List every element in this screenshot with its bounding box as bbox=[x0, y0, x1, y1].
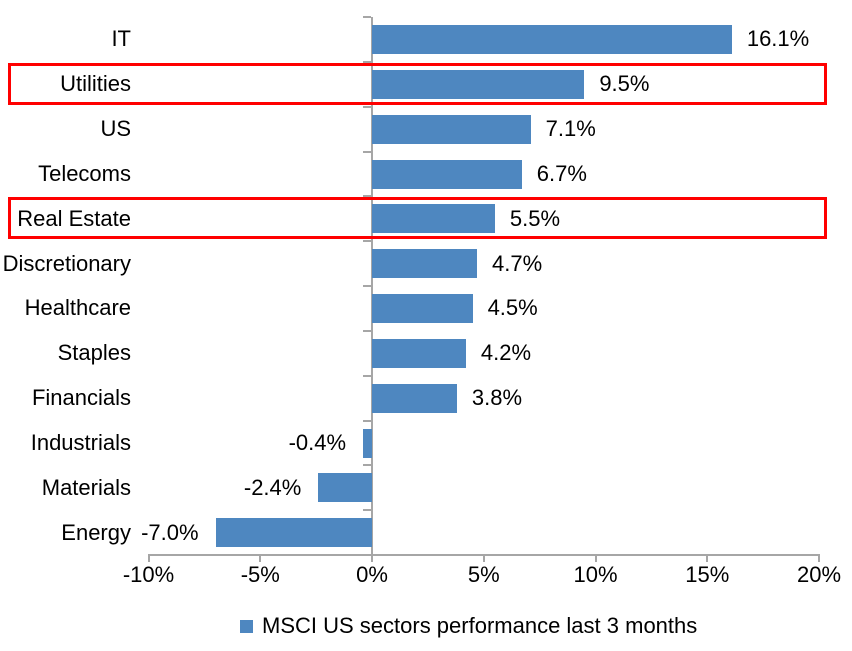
bar bbox=[372, 69, 585, 99]
highlight-box-utilities bbox=[8, 62, 827, 105]
bar bbox=[372, 383, 457, 413]
x-tick-label: 5% bbox=[467, 562, 500, 587]
category-label: Real Estate bbox=[17, 205, 131, 231]
legend-label: MSCI US sectors performance last 3 month… bbox=[262, 613, 698, 638]
category-label: Utilities bbox=[60, 71, 131, 97]
x-tick-label: -5% bbox=[240, 562, 280, 587]
category-axis-tick bbox=[363, 16, 371, 18]
bar bbox=[372, 159, 522, 189]
value-axis-tick bbox=[371, 556, 373, 562]
category-axis-tick bbox=[363, 150, 371, 153]
bar bbox=[372, 338, 466, 368]
category-axis-tick bbox=[363, 285, 371, 287]
category-label: Energy bbox=[61, 519, 131, 545]
value-label: 7.1% bbox=[545, 116, 596, 142]
value-axis-tick bbox=[259, 556, 262, 562]
value-label: 16.1% bbox=[746, 26, 810, 52]
category-label: US bbox=[100, 116, 131, 142]
x-tick-label: 0% bbox=[356, 562, 388, 587]
value-label: -0.4% bbox=[288, 429, 347, 455]
category-label: Industrials bbox=[30, 429, 131, 455]
x-tick-label: -10% bbox=[122, 562, 175, 587]
category-label: Financials bbox=[31, 385, 131, 411]
category-axis-tick bbox=[363, 240, 371, 243]
value-axis-tick bbox=[147, 556, 150, 562]
value-label: 9.5% bbox=[599, 71, 650, 97]
bar bbox=[363, 428, 372, 458]
category-label: Telecoms bbox=[38, 160, 131, 186]
category-axis-tick bbox=[363, 374, 371, 377]
value-axis-tick bbox=[482, 556, 485, 562]
bar bbox=[318, 473, 372, 503]
x-tick-label: 10% bbox=[573, 562, 618, 587]
category-axis-tick bbox=[363, 464, 371, 467]
value-label: 4.7% bbox=[492, 250, 543, 276]
x-tick-label: 20% bbox=[796, 562, 842, 587]
category-axis bbox=[371, 17, 373, 555]
value-label: -2.4% bbox=[243, 474, 302, 500]
bar bbox=[372, 25, 732, 54]
category-label: Discretionary bbox=[2, 250, 131, 276]
value-axis-tick bbox=[706, 556, 709, 562]
category-axis-tick bbox=[363, 195, 371, 198]
highlight-box-real-estate bbox=[8, 197, 827, 240]
value-label: -7.0% bbox=[141, 519, 199, 545]
legend: MSCI US sectors performance last 3 month… bbox=[240, 612, 697, 639]
category-axis-tick bbox=[363, 60, 371, 63]
value-label: 5.5% bbox=[509, 205, 561, 231]
bar bbox=[372, 249, 478, 279]
value-label: 6.7% bbox=[536, 160, 587, 186]
category-label: Staples bbox=[57, 340, 131, 366]
category-label: IT bbox=[111, 26, 131, 52]
category-axis-tick bbox=[363, 105, 371, 108]
category-axis-tick bbox=[363, 509, 371, 512]
bar bbox=[372, 294, 473, 323]
legend-swatch-icon bbox=[240, 620, 253, 633]
value-label: 3.8% bbox=[471, 385, 523, 411]
category-label: Materials bbox=[41, 474, 131, 500]
x-tick-label: 15% bbox=[685, 562, 730, 587]
value-label: 4.5% bbox=[487, 295, 538, 321]
bar bbox=[372, 204, 495, 234]
value-axis-tick bbox=[594, 556, 597, 562]
category-label: Healthcare bbox=[24, 295, 131, 321]
category-axis-tick bbox=[363, 329, 371, 332]
value-label: 4.2% bbox=[480, 340, 532, 366]
value-axis-tick bbox=[818, 556, 820, 562]
value-axis bbox=[147, 554, 820, 556]
bar bbox=[372, 114, 531, 144]
bar bbox=[215, 518, 372, 548]
category-axis-tick bbox=[363, 419, 371, 422]
